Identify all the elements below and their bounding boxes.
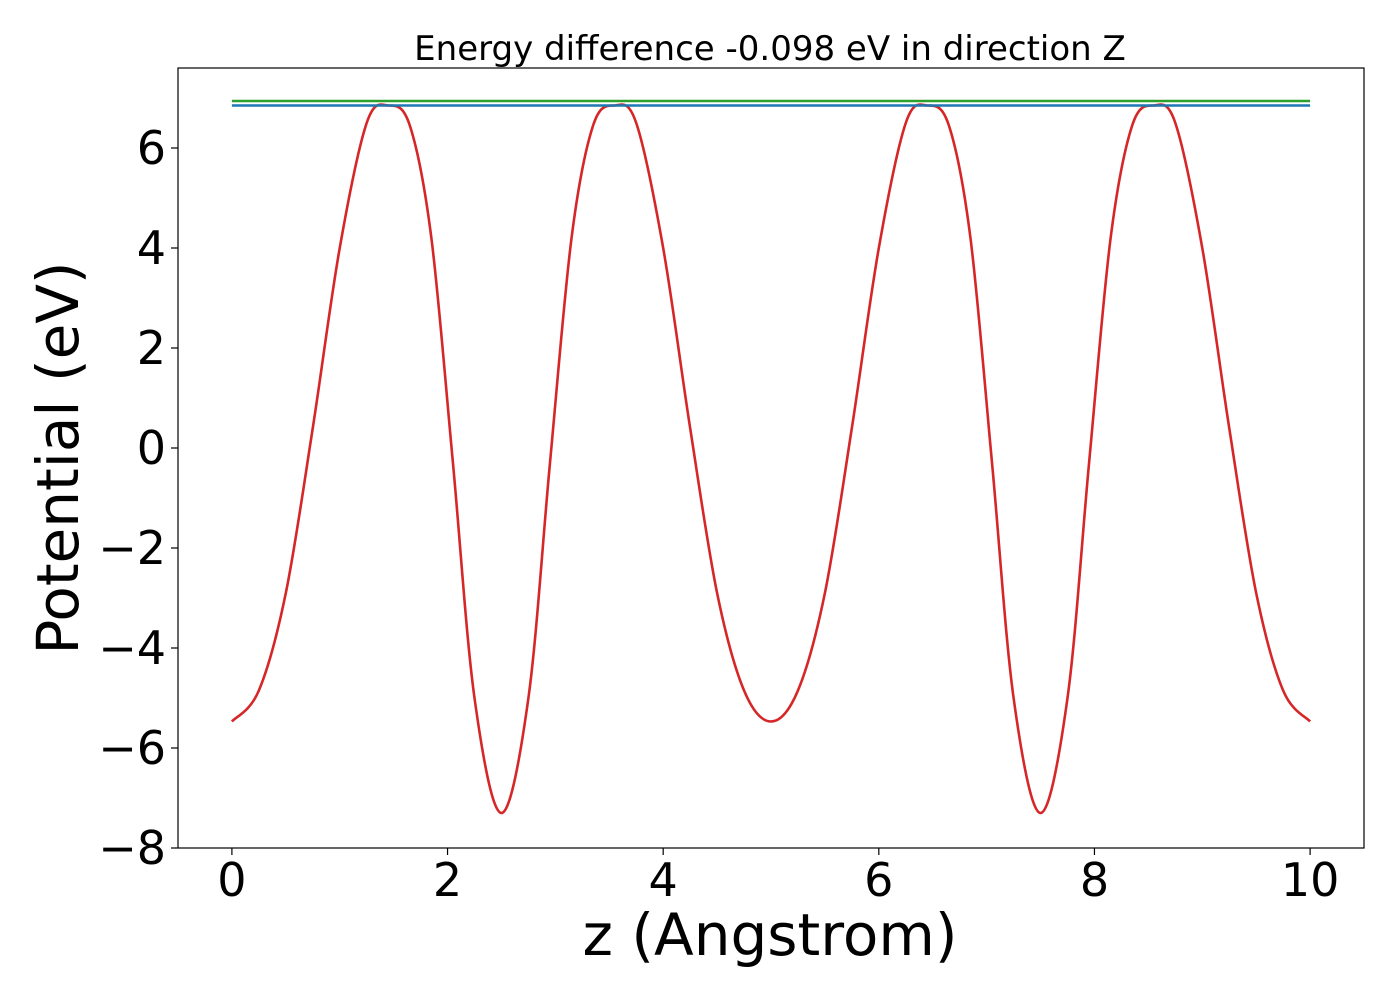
y-tick-label: −8 bbox=[98, 821, 166, 875]
x-tick-label: 8 bbox=[1080, 853, 1109, 907]
x-tick-label: 10 bbox=[1281, 853, 1340, 907]
y-tick-label: 6 bbox=[137, 121, 166, 175]
plot-frame bbox=[177, 67, 1365, 849]
y-tick-label: 2 bbox=[137, 321, 166, 375]
y-tick-label: −2 bbox=[98, 521, 166, 575]
series-line-1 bbox=[230, 103, 1312, 815]
y-tick-label: −6 bbox=[98, 721, 166, 775]
y-tick-label: 4 bbox=[137, 221, 166, 275]
y-axis-ticks: −8 −6 −4 −2 0 2 4 6 bbox=[98, 121, 178, 875]
series-layer bbox=[230, 99, 1312, 815]
x-tick-label: 0 bbox=[217, 853, 246, 907]
chart-title: Energy difference -0.098 eV in direction… bbox=[414, 29, 1126, 69]
y-tick-label: −4 bbox=[98, 621, 166, 675]
x-tick-label: 2 bbox=[433, 853, 462, 907]
y-axis-title: Potential (eV) bbox=[24, 261, 92, 654]
x-tick-label: 4 bbox=[649, 853, 678, 907]
x-axis-ticks: 0 2 4 6 8 10 bbox=[217, 848, 1339, 907]
x-tick-label: 6 bbox=[864, 853, 893, 907]
y-tick-label: 0 bbox=[137, 421, 166, 475]
x-axis-title: z (Angstrom) bbox=[583, 901, 958, 969]
